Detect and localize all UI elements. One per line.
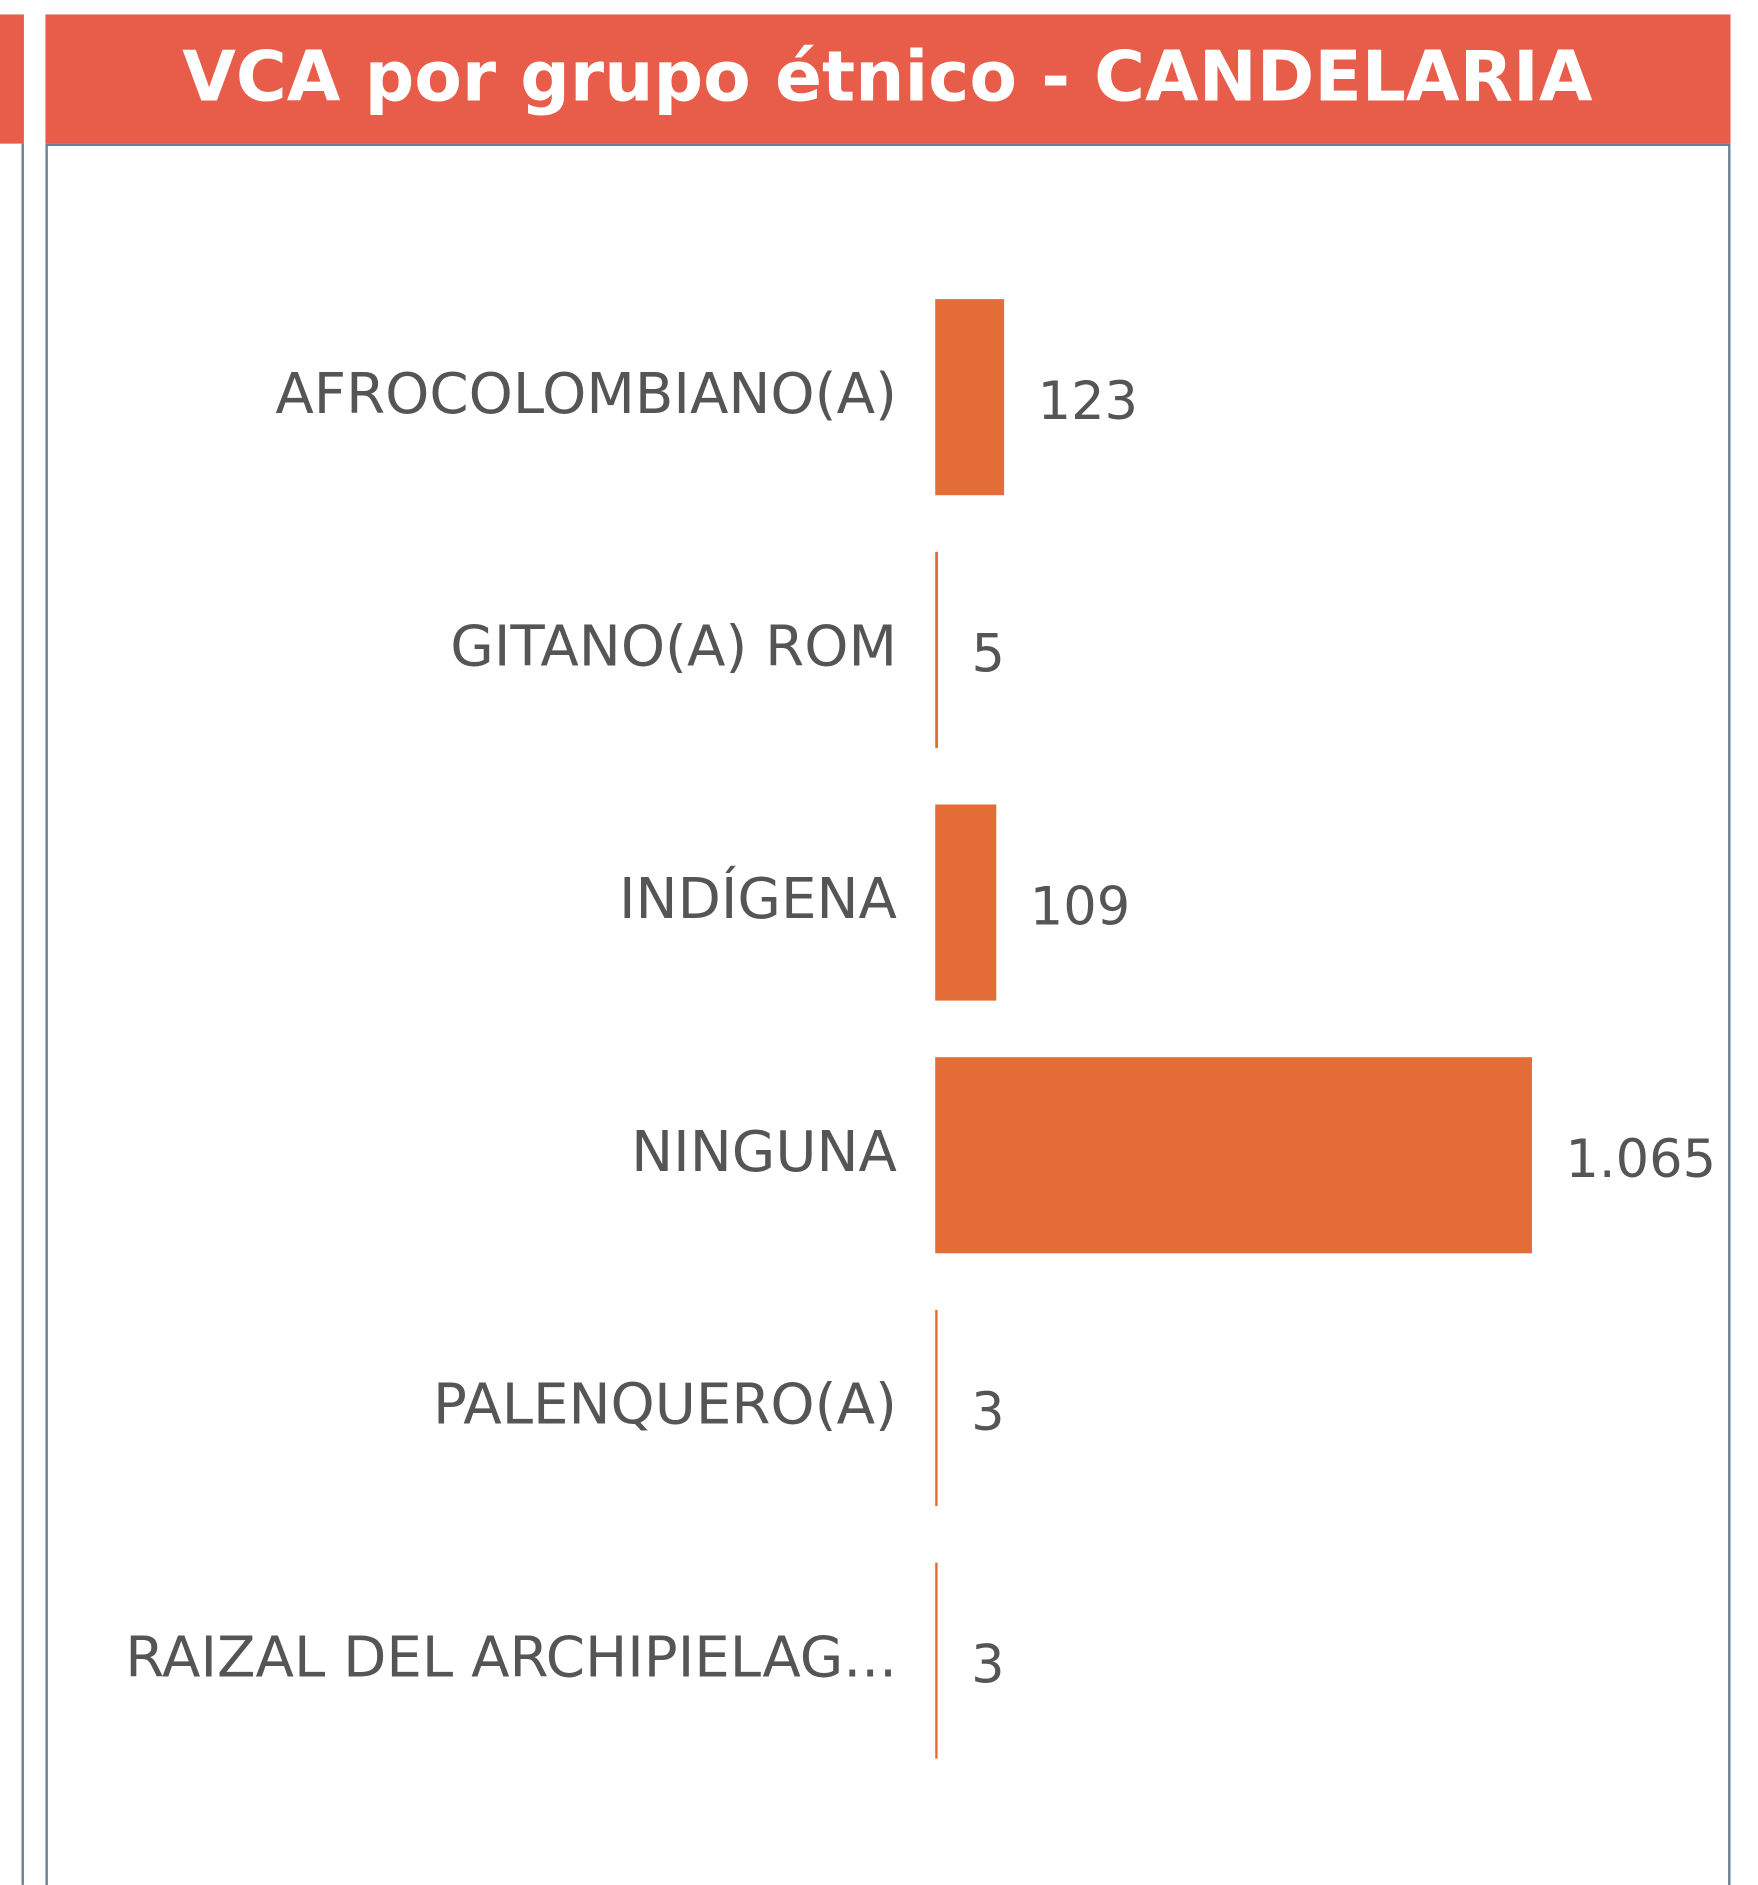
- panel: [45, 143, 1731, 1885]
- bar: [935, 1057, 1532, 1254]
- category-label: INDÍGENA: [619, 864, 897, 932]
- category-label: RAIZAL DEL ARCHIPIELAG...: [125, 1625, 897, 1690]
- category-label: NINGUNA: [631, 1120, 897, 1185]
- chart-title: VCA por grupo étnico - CANDELARIA: [182, 37, 1593, 117]
- bar: [935, 1309, 938, 1507]
- bar: [935, 804, 997, 1001]
- value-label: 5: [971, 624, 1004, 685]
- bar: [935, 1562, 938, 1759]
- header: [45, 14, 1731, 144]
- value-label: 109: [1030, 876, 1130, 937]
- value-label: 3: [971, 1382, 1004, 1443]
- bar: [935, 551, 939, 748]
- category-label: PALENQUERO(A): [433, 1373, 897, 1438]
- bar: [935, 299, 1005, 496]
- value-label: 1.065: [1565, 1129, 1716, 1190]
- value-label: 123: [1038, 371, 1138, 432]
- value-label: 3: [971, 1634, 1004, 1695]
- category-label: GITANO(A) ROM: [450, 614, 897, 679]
- category-label: AFROCOLOMBIANO(A): [275, 362, 897, 427]
- side-header: [0, 14, 24, 144]
